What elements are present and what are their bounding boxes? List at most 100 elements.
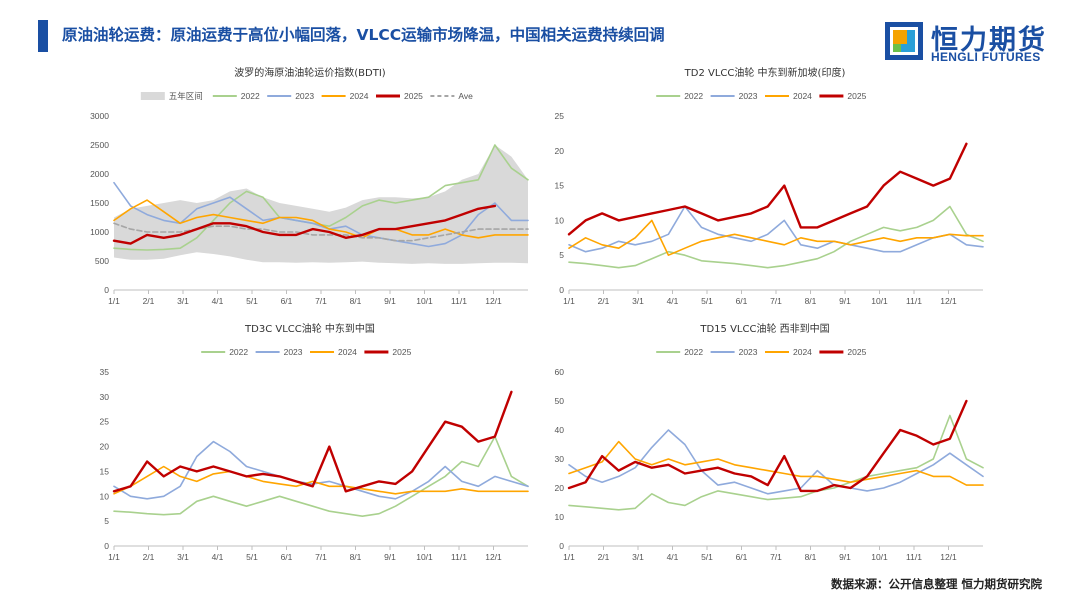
chart-title: TD3C VLCC油轮 中东到中国 xyxy=(244,322,375,335)
x-tick-label: 7/1 xyxy=(315,552,327,562)
chart-td15: TD15 VLCC油轮 西非到中国 2022 2023 2024 2025 0 10 20 30… xyxy=(535,318,995,568)
y-tick-label: 2500 xyxy=(90,140,109,150)
legend-item: 2025 xyxy=(819,347,867,357)
y-tick-label: 0 xyxy=(104,541,109,551)
legend-item: 2022 xyxy=(656,91,703,101)
y-tick-label: 10 xyxy=(100,491,110,501)
x-tick-label: 8/1 xyxy=(350,296,362,306)
legend-label: 2023 xyxy=(284,347,303,357)
x-tick-label: 11/1 xyxy=(906,296,922,306)
x-tick-label: 11/1 xyxy=(451,296,467,306)
y-tick-label: 5 xyxy=(104,516,109,526)
logo-mark-icon xyxy=(885,22,923,60)
series-line-2024 xyxy=(113,199,529,239)
y-tick-label: 35 xyxy=(100,367,110,377)
legend-label: 2024 xyxy=(793,347,812,357)
logo-name-cn: 恒力期货 xyxy=(931,25,1047,56)
y-tick-label: 0 xyxy=(559,541,564,551)
y-tick-label: 40 xyxy=(555,425,565,435)
x-tick-label: 4/1 xyxy=(667,296,679,306)
legend-item: Ave xyxy=(430,91,473,101)
series-line-2024 xyxy=(113,465,529,495)
legend-item: 2022 xyxy=(201,347,248,357)
legend-item: 2022 xyxy=(656,347,703,357)
series-line-2025 xyxy=(112,204,497,245)
x-tick-label: 1/1 xyxy=(563,296,575,306)
legend-item: 2025 xyxy=(376,91,423,101)
x-tick-label: 3/1 xyxy=(177,296,189,306)
x-tick-label: 5/1 xyxy=(701,296,713,306)
legend-label: 2024 xyxy=(793,91,812,101)
legend-swatch xyxy=(140,92,165,100)
x-tick-label: 12/1 xyxy=(940,296,957,306)
x-tick-label: 12/1 xyxy=(485,552,502,562)
x-tick-label: 10/1 xyxy=(416,296,433,306)
legend-item: 2024 xyxy=(310,347,357,357)
x-tick-label: 7/1 xyxy=(770,552,782,562)
y-tick-label: 30 xyxy=(555,454,565,464)
y-tick-label: 20 xyxy=(555,483,565,493)
x-tick-label: 1/1 xyxy=(108,296,120,306)
x-tick-label: 3/1 xyxy=(632,296,644,306)
y-tick-label: 1500 xyxy=(90,198,109,208)
x-tick-label: 12/1 xyxy=(485,296,502,306)
logo-name-en: HENGLI FUTURES xyxy=(931,50,1041,64)
legend-label: 2024 xyxy=(338,347,357,357)
x-tick-label: 7/1 xyxy=(315,296,327,306)
series-line-2022 xyxy=(113,435,529,517)
y-tick-label: 60 xyxy=(555,367,565,377)
y-tick-label: 5 xyxy=(559,250,564,260)
legend-label: 2025 xyxy=(847,347,866,357)
x-tick-label: 2/1 xyxy=(598,296,610,306)
chart-td2-svg: TD2 VLCC油轮 中东到新加坡(印度)2022 2023 2024 2025051… xyxy=(555,66,984,306)
series-line-2023 xyxy=(568,205,984,253)
legend-label: 2023 xyxy=(739,347,758,357)
legend-item: 2025 xyxy=(364,347,412,357)
legend-label: 2025 xyxy=(847,91,866,101)
x-tick-label: 8/1 xyxy=(350,552,362,562)
series-line-2025 xyxy=(112,390,513,493)
y-tick-label: 50 xyxy=(555,396,565,406)
x-tick-label: 2/1 xyxy=(143,552,155,562)
legend-item: 2023 xyxy=(710,347,758,357)
legend-item: 2022 xyxy=(212,91,260,101)
series-line-2024 xyxy=(568,219,984,256)
brand-logo: 恒力期货 HENGLI FUTURES xyxy=(885,18,1065,66)
y-tick-label: 25 xyxy=(555,111,565,121)
five-year-range-band xyxy=(114,145,528,264)
legend-label: 2022 xyxy=(684,347,703,357)
x-tick-label: 4/1 xyxy=(667,552,679,562)
y-tick-label: 3000 xyxy=(90,111,109,121)
x-tick-label: 9/1 xyxy=(384,296,396,306)
x-tick-label: 6/1 xyxy=(736,552,748,562)
legend-label: 2025 xyxy=(404,91,423,101)
x-tick-label: 10/1 xyxy=(871,296,888,306)
legend-label: 2022 xyxy=(684,91,703,101)
series-line-2022 xyxy=(568,205,984,269)
series-line-2022 xyxy=(568,414,984,511)
y-tick-label: 10 xyxy=(555,215,565,225)
x-tick-label: 7/1 xyxy=(770,296,782,306)
x-tick-label: 4/1 xyxy=(212,552,224,562)
chart-td3c-svg: TD3C VLCC油轮 中东到中国 2022 2023 2024 2025 0 5 10 15 2… xyxy=(100,322,529,562)
legend-item: 2024 xyxy=(321,91,369,101)
x-tick-label: 3/1 xyxy=(177,552,189,562)
series-line-ave xyxy=(113,222,529,242)
series-line-2025 xyxy=(567,142,968,236)
x-tick-label: 6/1 xyxy=(736,296,748,306)
x-tick-label: 8/1 xyxy=(805,296,817,306)
legend-label: 2022 xyxy=(229,347,248,357)
chart-bdti: 波罗的海原油油轮运价指数(BDTI) 五年区间 2022 2023 2024 2025 Av… xyxy=(80,62,540,312)
series-line-2025 xyxy=(567,399,968,493)
x-tick-label: 4/1 xyxy=(212,296,224,306)
series-line-2023 xyxy=(568,429,984,495)
chart-title: 波罗的海原油油轮运价指数(BDTI) xyxy=(234,66,386,79)
x-tick-label: 5/1 xyxy=(246,552,258,562)
x-tick-label: 3/1 xyxy=(632,552,644,562)
y-tick-label: 500 xyxy=(95,256,109,266)
legend-item: 2023 xyxy=(267,91,314,101)
legend-label: 2023 xyxy=(295,91,314,101)
y-tick-label: 15 xyxy=(100,466,110,476)
x-tick-label: 10/1 xyxy=(416,552,433,562)
x-tick-label: 5/1 xyxy=(701,552,713,562)
